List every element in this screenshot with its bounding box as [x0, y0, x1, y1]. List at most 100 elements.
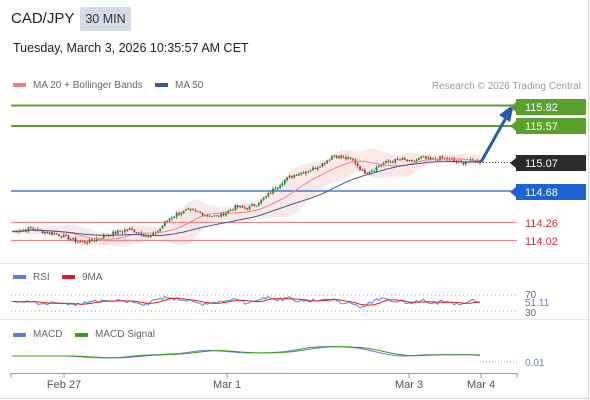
copyright-label: Research © 2026 Trading Central — [431, 81, 581, 92]
candle-body — [373, 170, 376, 172]
candle-body — [262, 197, 265, 200]
candle-body — [171, 217, 173, 219]
candle-body — [218, 215, 220, 217]
candle-body — [175, 213, 178, 217]
x-axis: Feb 27 Mar 1 Mar 3 Mar 4 — [10, 373, 518, 391]
projection-arrow-head — [499, 104, 514, 122]
candle-body — [347, 157, 350, 160]
candle-body — [41, 230, 44, 234]
price-level-tags: 115.82 115.57 115.07 114.68 114.26 114.0… — [510, 99, 586, 248]
candle-body — [119, 230, 122, 232]
candle-body — [180, 213, 183, 215]
candle-body — [29, 227, 32, 229]
candle-body — [283, 179, 286, 184]
candle-body — [232, 209, 234, 211]
pivot-tag-pointer — [510, 187, 516, 197]
rsi-upper-text: 70 — [525, 290, 537, 301]
x-tick-label: Mar 3 — [395, 379, 423, 391]
bollinger-band — [12, 148, 480, 247]
candle-body — [267, 192, 270, 196]
candle-body — [328, 159, 331, 161]
candle-body — [417, 157, 420, 160]
candle-body — [102, 235, 105, 239]
candle-body — [396, 159, 399, 160]
candle-body — [74, 238, 77, 242]
rsi-panel: 70 51.11 30 — [11, 290, 550, 319]
candle-body — [321, 162, 324, 167]
candle-body — [342, 157, 345, 158]
candle-body — [389, 161, 392, 163]
candle-body — [260, 199, 263, 204]
candle-body — [420, 156, 423, 158]
panel-dividers — [0, 263, 590, 320]
candle-body — [439, 156, 441, 161]
candle-body — [187, 208, 190, 210]
candle-body — [182, 210, 185, 214]
candle-body — [227, 210, 230, 213]
rsi-ma-legend-label: 9MA — [82, 272, 103, 283]
candle-body — [464, 162, 467, 165]
candle-body — [305, 171, 307, 174]
candle-body — [72, 238, 75, 240]
candle-body — [279, 185, 282, 188]
candle-body — [62, 234, 65, 238]
candle-body — [88, 239, 91, 243]
candle-body — [269, 192, 272, 194]
current-tag — [516, 155, 586, 171]
candle-body — [84, 241, 86, 243]
candle-body — [319, 166, 321, 168]
candle-body — [220, 212, 223, 217]
candle-body — [213, 215, 216, 217]
candle-body — [222, 212, 225, 216]
candle-body — [60, 236, 63, 238]
candle-body — [356, 163, 359, 167]
candle-body — [250, 204, 253, 206]
candle-body — [359, 166, 361, 171]
candle-body — [48, 232, 51, 234]
candle-body — [86, 242, 89, 244]
ma20-legend-label: MA 20 + Bollinger Bands — [33, 80, 143, 91]
candle-body — [382, 162, 385, 165]
candle-body — [58, 234, 60, 237]
candle-body — [326, 160, 329, 164]
candle-body — [385, 160, 387, 163]
candle-body — [370, 170, 373, 172]
candle-body — [309, 170, 312, 172]
x-tick-label: Mar 1 — [213, 379, 241, 391]
candle-body — [243, 207, 246, 209]
candle-body — [76, 241, 79, 243]
candle-body — [436, 159, 439, 161]
candle-body — [401, 158, 404, 160]
candle-body — [229, 209, 232, 211]
candle-body — [422, 156, 425, 158]
candle-body — [410, 160, 413, 162]
candle-body — [189, 208, 192, 210]
candle-body — [159, 228, 162, 232]
candle-body — [225, 212, 227, 216]
candle-body — [210, 216, 213, 217]
candle-body — [234, 205, 237, 211]
candle-body — [215, 215, 218, 217]
candle-body — [363, 170, 366, 174]
symbol-title: CAD/JPY — [11, 10, 75, 27]
candle-body — [337, 155, 340, 158]
candle-body — [377, 165, 380, 168]
candle-body — [239, 205, 242, 208]
candle-body — [288, 176, 291, 178]
candle-body — [425, 156, 427, 159]
candle-body — [135, 232, 138, 234]
candle-body — [335, 155, 338, 158]
macd-value-text: 0.01 — [525, 358, 545, 369]
candle-body — [368, 171, 371, 173]
candle-body — [196, 210, 199, 212]
x-tick-label: Mar 4 — [467, 379, 495, 391]
x-tick-label: Feb 27 — [47, 379, 81, 391]
timeframe-button[interactable]: 30 MIN — [80, 7, 131, 31]
macd-signal-line — [12, 346, 481, 359]
projection-arrow-shaft — [479, 115, 509, 163]
candle-body — [429, 157, 432, 160]
candle-body — [248, 205, 251, 210]
candle-body — [272, 188, 274, 194]
